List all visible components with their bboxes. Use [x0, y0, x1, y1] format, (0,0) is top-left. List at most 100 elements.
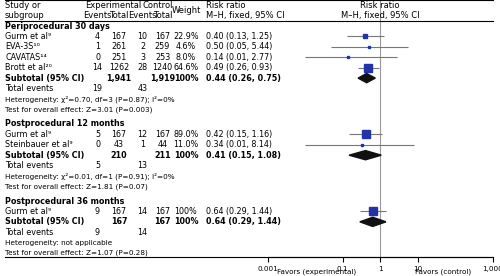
Text: 1,919: 1,919	[150, 74, 175, 83]
Text: 1: 1	[95, 43, 100, 51]
Text: CAVATAS¹⁴: CAVATAS¹⁴	[5, 53, 47, 62]
Text: Experimental: Experimental	[85, 1, 141, 10]
Text: Events: Events	[128, 11, 157, 20]
Text: 2: 2	[140, 43, 145, 51]
Text: 167: 167	[112, 32, 126, 41]
Text: Total: Total	[109, 11, 129, 20]
Text: 8.0%: 8.0%	[176, 53, 196, 62]
Text: 4: 4	[95, 32, 100, 41]
Text: 0: 0	[95, 140, 100, 149]
Text: Test for overall effect: Z=3.01 (P=0.003): Test for overall effect: Z=3.01 (P=0.003…	[5, 106, 152, 113]
Text: 251: 251	[112, 53, 126, 62]
Text: 0.44 (0.26, 0.75): 0.44 (0.26, 0.75)	[206, 74, 282, 83]
Text: 1262: 1262	[109, 63, 129, 72]
Text: 9: 9	[95, 228, 100, 237]
Text: 12: 12	[138, 130, 147, 139]
Text: 14: 14	[138, 228, 147, 237]
Text: 167: 167	[154, 217, 171, 226]
Text: Total: Total	[153, 11, 172, 20]
Text: 14: 14	[138, 207, 147, 216]
Text: 44: 44	[158, 140, 168, 149]
Text: 167: 167	[155, 32, 170, 41]
Text: 1,941: 1,941	[106, 74, 132, 83]
Text: 0.64 (0.29, 1.44): 0.64 (0.29, 1.44)	[206, 217, 282, 226]
Text: 43: 43	[138, 84, 147, 93]
Text: M–H, fixed, 95% CI: M–H, fixed, 95% CI	[340, 11, 419, 20]
Text: 28: 28	[138, 63, 147, 72]
Text: 210: 210	[110, 151, 128, 160]
Text: 100%: 100%	[174, 217, 198, 226]
Text: Periprocedural 30 days: Periprocedural 30 days	[5, 22, 110, 31]
Text: Gurm et al⁹: Gurm et al⁹	[5, 32, 51, 41]
Text: Gurm et al⁹: Gurm et al⁹	[5, 130, 51, 139]
Text: 3: 3	[140, 53, 145, 62]
Text: 0.41 (0.15, 1.08): 0.41 (0.15, 1.08)	[206, 151, 282, 160]
Text: 0.40 (0.13, 1.25): 0.40 (0.13, 1.25)	[206, 32, 273, 41]
Text: 43: 43	[114, 140, 124, 149]
Text: 9: 9	[95, 207, 100, 216]
Text: 1240: 1240	[152, 63, 172, 72]
Text: 261: 261	[112, 43, 126, 51]
Text: 4.6%: 4.6%	[176, 43, 196, 51]
Text: 0.42 (0.15, 1.16): 0.42 (0.15, 1.16)	[206, 130, 273, 139]
Text: Subtotal (95% CI): Subtotal (95% CI)	[5, 74, 84, 83]
Text: Favors (control): Favors (control)	[415, 268, 471, 275]
Text: 0.34 (0.01, 8.14): 0.34 (0.01, 8.14)	[206, 140, 272, 149]
Text: Heterogeneity: not applicable: Heterogeneity: not applicable	[5, 240, 112, 246]
Text: 211: 211	[154, 151, 171, 160]
Polygon shape	[358, 73, 376, 83]
Text: Gurm et al⁹: Gurm et al⁹	[5, 207, 51, 216]
Text: Heterogeneity: χ²=0.01, df=1 (P=0.91); I²=0%: Heterogeneity: χ²=0.01, df=1 (P=0.91); I…	[5, 172, 174, 180]
Text: Weight: Weight	[172, 6, 200, 15]
Text: 253: 253	[155, 53, 170, 62]
Text: 0.64 (0.29, 1.44): 0.64 (0.29, 1.44)	[206, 207, 273, 216]
Text: 19: 19	[92, 84, 102, 93]
Text: Risk ratio: Risk ratio	[206, 1, 246, 10]
Text: 100%: 100%	[174, 151, 198, 160]
Text: 89.0%: 89.0%	[174, 130, 199, 139]
Text: 167: 167	[112, 130, 126, 139]
Text: 167: 167	[112, 207, 126, 216]
Text: Risk ratio: Risk ratio	[360, 1, 400, 10]
Text: Study or: Study or	[5, 1, 41, 10]
Text: 22.9%: 22.9%	[173, 32, 199, 41]
Text: 14: 14	[92, 63, 102, 72]
Text: 167: 167	[155, 130, 170, 139]
Text: 11.0%: 11.0%	[174, 140, 199, 149]
Text: 167: 167	[111, 217, 127, 226]
Text: 167: 167	[155, 207, 170, 216]
Text: 0: 0	[95, 53, 100, 62]
Text: Test for overall effect: Z=1.07 (P=0.28): Test for overall effect: Z=1.07 (P=0.28)	[5, 250, 148, 256]
Polygon shape	[349, 151, 382, 160]
Polygon shape	[360, 217, 386, 227]
Text: Test for overall effect: Z=1.81 (P=0.07): Test for overall effect: Z=1.81 (P=0.07)	[5, 183, 148, 190]
Text: 0.49 (0.26, 0.93): 0.49 (0.26, 0.93)	[206, 63, 273, 72]
Text: 13: 13	[138, 161, 147, 170]
Text: 0.14 (0.01, 2.77): 0.14 (0.01, 2.77)	[206, 53, 273, 62]
Text: Brott et al²⁰: Brott et al²⁰	[5, 63, 52, 72]
Text: Total events: Total events	[5, 84, 53, 93]
Text: Subtotal (95% CI): Subtotal (95% CI)	[5, 151, 84, 160]
Text: Total events: Total events	[5, 161, 53, 170]
Text: 64.6%: 64.6%	[174, 63, 199, 72]
Text: 1: 1	[140, 140, 145, 149]
Text: Postprocedural 12 months: Postprocedural 12 months	[5, 120, 124, 128]
Text: Postprocedural 36 months: Postprocedural 36 months	[5, 197, 124, 206]
Text: Control: Control	[142, 1, 173, 10]
Text: 10: 10	[138, 32, 147, 41]
Text: Total events: Total events	[5, 228, 53, 237]
Text: EVA-3S¹⁰: EVA-3S¹⁰	[5, 43, 40, 51]
Text: 100%: 100%	[174, 207, 198, 216]
Text: 259: 259	[155, 43, 170, 51]
Text: M–H, fixed, 95% CI: M–H, fixed, 95% CI	[206, 11, 285, 20]
Text: 0.50 (0.05, 5.44): 0.50 (0.05, 5.44)	[206, 43, 273, 51]
Text: 100%: 100%	[174, 74, 198, 83]
Text: 5: 5	[95, 130, 100, 139]
Text: 5: 5	[95, 161, 100, 170]
Text: Favors (experimental): Favors (experimental)	[278, 268, 356, 275]
Text: Steinbauer et al⁹: Steinbauer et al⁹	[5, 140, 72, 149]
Text: Subtotal (95% CI): Subtotal (95% CI)	[5, 217, 84, 226]
Text: Events: Events	[83, 11, 112, 20]
Text: Heterogeneity: χ²=0.70, df=3 (P=0.87); I²=0%: Heterogeneity: χ²=0.70, df=3 (P=0.87); I…	[5, 95, 174, 103]
Text: subgroup: subgroup	[5, 11, 45, 20]
